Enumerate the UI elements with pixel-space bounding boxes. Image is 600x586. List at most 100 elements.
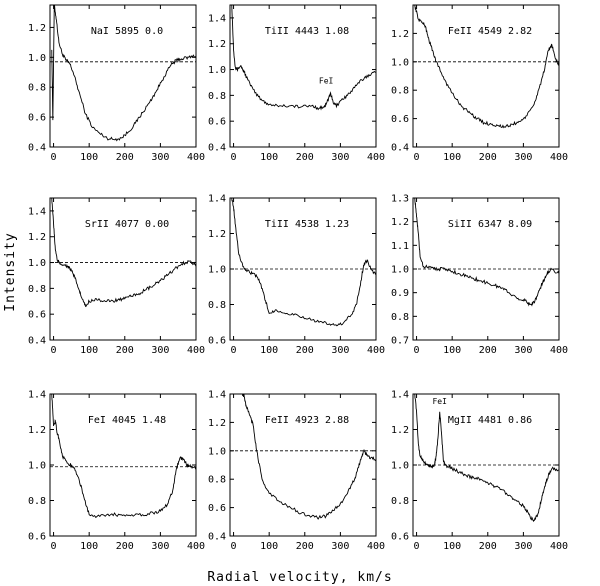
spectrum-line bbox=[414, 394, 559, 523]
y-tick-label: 1.4 bbox=[208, 390, 226, 401]
x-tick-label: 200 bbox=[296, 345, 314, 356]
x-tick-label: 300 bbox=[331, 541, 349, 552]
y-tick-label: 0.8 bbox=[391, 312, 409, 323]
panel-nai-5895-0-0: 0 100 200 300 400 0.4 0.6 0.8 1.0 1.2 NaI 5895 0.0 bbox=[28, 4, 205, 163]
x-tick-label: 300 bbox=[514, 345, 532, 356]
x-tick-label: 400 bbox=[550, 345, 568, 356]
x-tick-label: 400 bbox=[550, 541, 568, 552]
panel-line-label: SiII 6347 8.09 bbox=[448, 219, 532, 230]
y-tick-label: 1.0 bbox=[28, 258, 46, 269]
x-tick-label: 300 bbox=[514, 541, 532, 552]
y-tick-label: 1.1 bbox=[391, 241, 409, 252]
y-tick-label: 1.2 bbox=[391, 29, 409, 40]
x-tick-label: 200 bbox=[116, 152, 134, 163]
panel-frame bbox=[229, 393, 377, 537]
y-tick-label: 0.6 bbox=[28, 532, 46, 543]
y-tick-label: 1.0 bbox=[208, 446, 226, 457]
panel-siii-6347-8-09: 0 100 200 300 400 0.7 0.8 0.9 1.0 1.1 1.2 1.3 SiII 6… bbox=[391, 194, 568, 357]
panel-line-label: MgII 4481 0.86 bbox=[448, 415, 532, 426]
spectrum-line bbox=[231, 5, 376, 111]
x-tick-label: 0 bbox=[231, 345, 237, 356]
panel-line-label: FeII 4549 2.82 bbox=[448, 26, 532, 37]
y-tick-label: 1.2 bbox=[28, 23, 46, 34]
panel-tiii-4443-1-08: 0 100 200 300 400 0.4 0.6 0.8 1.0 1.2 1.4 TiII 4443… bbox=[208, 4, 385, 163]
x-tick-label: 400 bbox=[187, 541, 205, 552]
x-tick-label: 0 bbox=[414, 345, 420, 356]
panel-frame bbox=[49, 197, 197, 341]
x-tick-label: 100 bbox=[80, 541, 98, 552]
y-tick-label: 0.8 bbox=[391, 86, 409, 97]
x-tick-label: 100 bbox=[260, 345, 278, 356]
blend-annotation: FeI bbox=[319, 77, 334, 86]
y-tick-label: 0.8 bbox=[208, 300, 226, 311]
y-tick-label: 0.4 bbox=[391, 143, 409, 154]
x-tick-label: 400 bbox=[187, 152, 205, 163]
x-tick-label: 300 bbox=[151, 345, 169, 356]
x-tick-label: 100 bbox=[443, 152, 461, 163]
x-tick-label: 300 bbox=[331, 152, 349, 163]
panel-feii-4923-2-88: 0 100 200 300 400 0.4 0.6 0.8 1.0 1.2 1.4 FeII 4923… bbox=[208, 390, 385, 553]
y-tick-label: 0.6 bbox=[208, 117, 226, 128]
panel-frame bbox=[49, 4, 197, 148]
x-tick-label: 0 bbox=[51, 541, 57, 552]
x-tick-label: 200 bbox=[479, 152, 497, 163]
spectrum-line bbox=[51, 5, 196, 142]
y-tick-label: 1.0 bbox=[391, 265, 409, 276]
y-tick-label: 1.2 bbox=[28, 232, 46, 243]
blend-annotation: FeI bbox=[432, 397, 447, 406]
x-tick-label: 400 bbox=[367, 541, 385, 552]
spectrum-line bbox=[231, 198, 376, 327]
panel-line-label: TiII 4538 1.23 bbox=[265, 219, 349, 230]
x-tick-label: 300 bbox=[331, 345, 349, 356]
x-tick-label: 400 bbox=[367, 345, 385, 356]
y-tick-label: 1.4 bbox=[208, 13, 226, 24]
x-tick-label: 0 bbox=[414, 541, 420, 552]
y-tick-label: 1.0 bbox=[28, 53, 46, 64]
y-tick-label: 0.6 bbox=[28, 113, 46, 124]
y-axis-title: Intensity bbox=[3, 232, 18, 311]
x-tick-label: 400 bbox=[367, 152, 385, 163]
panel-line-label: TiII 4443 1.08 bbox=[265, 26, 349, 37]
x-tick-label: 200 bbox=[116, 345, 134, 356]
y-tick-label: 1.2 bbox=[391, 425, 409, 436]
x-tick-label: 300 bbox=[514, 152, 532, 163]
x-tick-label: 300 bbox=[151, 541, 169, 552]
y-tick-label: 0.4 bbox=[28, 143, 46, 154]
panel-line-label: SrII 4077 0.00 bbox=[85, 219, 169, 230]
panel-feii-4549-2-82: 0 100 200 300 400 0.4 0.6 0.8 1.0 1.2 FeII 4549 2.… bbox=[391, 4, 568, 163]
panel-fei-4045-1-48: 0 100 200 300 400 0.6 0.8 1.0 1.2 1.4 FeI 4045 1.4… bbox=[28, 390, 205, 553]
y-tick-label: 0.8 bbox=[28, 496, 46, 507]
x-tick-label: 400 bbox=[187, 345, 205, 356]
y-tick-label: 1.4 bbox=[391, 390, 409, 401]
y-tick-label: 0.7 bbox=[391, 336, 409, 347]
x-tick-label: 200 bbox=[479, 541, 497, 552]
y-tick-label: 0.6 bbox=[391, 532, 409, 543]
x-tick-label: 100 bbox=[80, 345, 98, 356]
y-tick-label: 0.6 bbox=[208, 336, 226, 347]
y-tick-label: 1.0 bbox=[208, 65, 226, 76]
y-tick-label: 1.2 bbox=[391, 217, 409, 228]
spectrum-line bbox=[414, 198, 559, 307]
y-tick-label: 0.8 bbox=[28, 83, 46, 94]
x-tick-label: 100 bbox=[260, 152, 278, 163]
y-tick-label: 0.4 bbox=[208, 532, 226, 543]
panel-frame bbox=[412, 4, 560, 148]
x-tick-label: 0 bbox=[231, 152, 237, 163]
panel-mgii-4481-0-86: 0 100 200 300 400 0.6 0.8 1.0 1.2 1.4 MgII 4481 0.… bbox=[391, 390, 568, 553]
spectrum-line bbox=[242, 394, 376, 520]
y-tick-label: 1.3 bbox=[391, 194, 409, 205]
y-tick-label: 0.6 bbox=[208, 503, 226, 514]
y-tick-label: 0.6 bbox=[28, 310, 46, 321]
x-tick-label: 100 bbox=[443, 345, 461, 356]
y-tick-label: 1.4 bbox=[28, 206, 46, 217]
x-tick-label: 100 bbox=[443, 541, 461, 552]
panel-line-label: FeII 4923 2.88 bbox=[265, 415, 349, 426]
x-tick-label: 200 bbox=[479, 345, 497, 356]
y-tick-label: 1.2 bbox=[208, 418, 226, 429]
y-tick-label: 1.4 bbox=[208, 194, 226, 205]
panel-line-label: FeI 4045 1.48 bbox=[88, 415, 166, 426]
x-tick-label: 400 bbox=[550, 152, 568, 163]
y-tick-label: 0.8 bbox=[208, 475, 226, 486]
panel-srii-4077-0-00: 0 100 200 300 400 0.4 0.6 0.8 1.0 1.2 1.4 SrII 4077… bbox=[28, 197, 205, 356]
